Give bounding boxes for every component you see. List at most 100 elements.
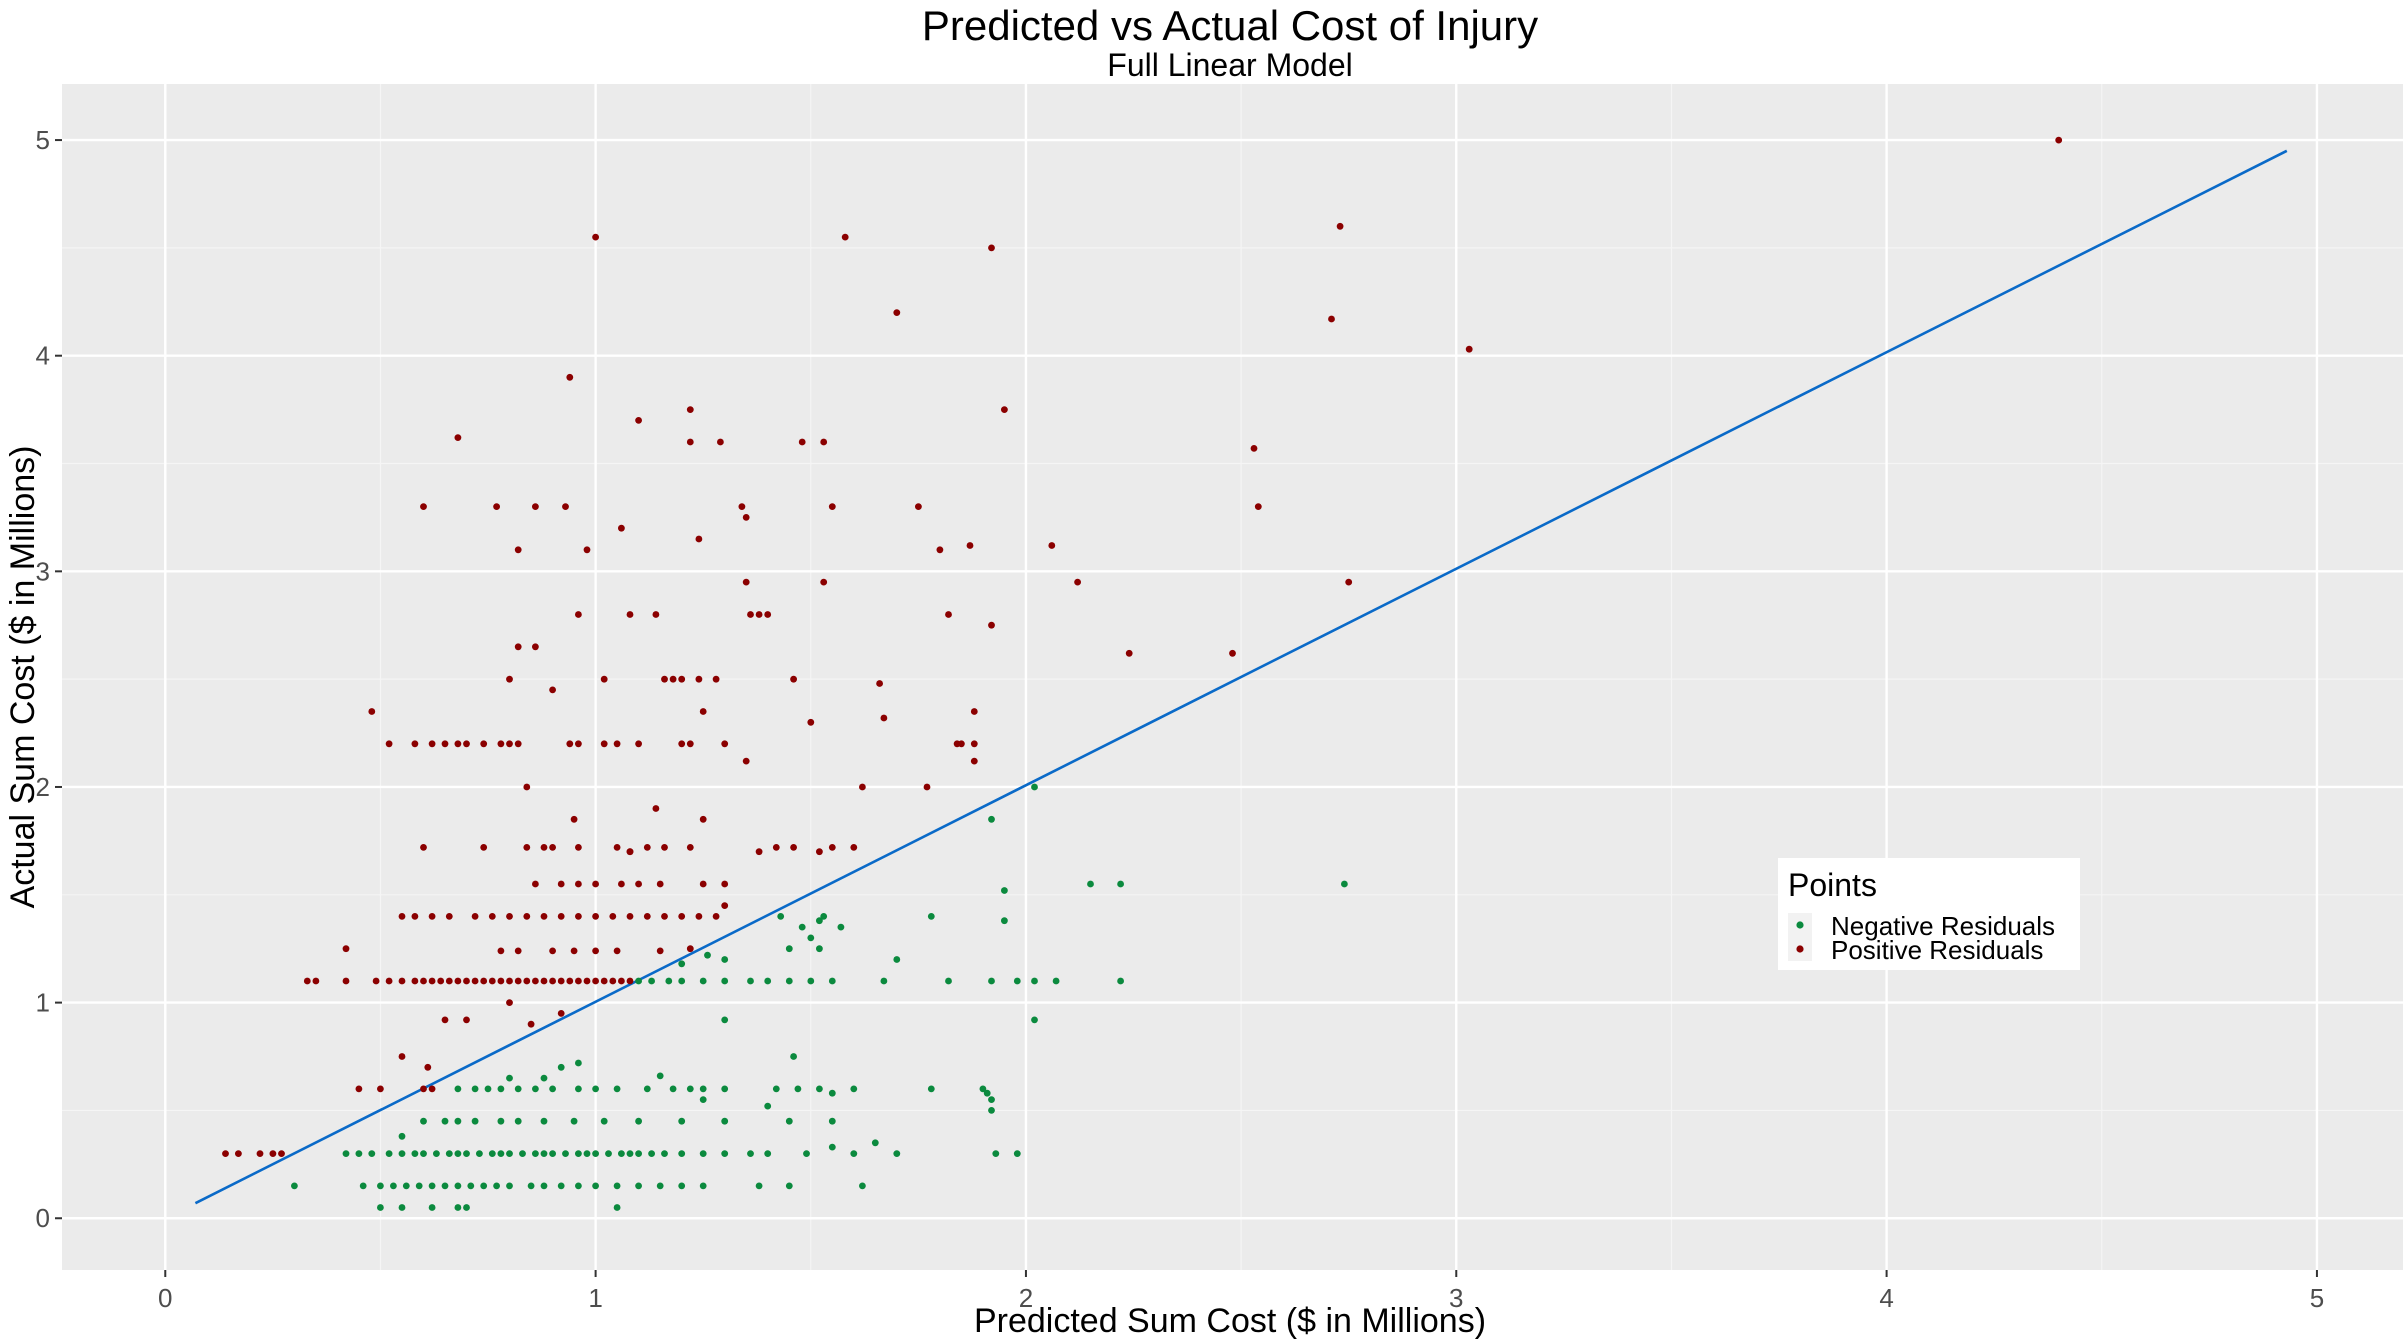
- negative-residual-point: [747, 1150, 754, 1157]
- negative-residual-point: [570, 1117, 578, 1125]
- negative-residual-point: [785, 945, 793, 953]
- positive-residual-point: [532, 977, 539, 985]
- positive-residual-point: [372, 977, 380, 985]
- legend-dot-positive: [1796, 945, 1804, 953]
- positive-residual-point: [678, 740, 686, 748]
- negative-residual-point: [635, 1117, 642, 1125]
- negative-residual-point: [402, 1182, 410, 1190]
- legend-dot-negative: [1796, 921, 1804, 929]
- positive-residual-point: [549, 844, 556, 851]
- y-axis-title: Actual Sum Cost ($ in Millions): [4, 446, 42, 909]
- legend-label-negative: Negative Residuals: [1831, 911, 2055, 941]
- positive-residual-point: [562, 503, 569, 510]
- negative-residual-point: [828, 1143, 836, 1151]
- negative-residual-point: [441, 1117, 449, 1125]
- positive-residual-point: [721, 740, 729, 748]
- positive-residual-point: [970, 757, 978, 765]
- positive-residual-point: [497, 947, 505, 955]
- positive-residual-point: [549, 686, 556, 694]
- positive-residual-point: [506, 675, 513, 683]
- positive-residual-point: [256, 1150, 264, 1157]
- positive-residual-point: [923, 783, 931, 791]
- positive-residual-point: [592, 947, 599, 955]
- positive-residual-point: [420, 977, 427, 985]
- negative-residual-point: [497, 1117, 505, 1125]
- negative-residual-point: [828, 1117, 836, 1125]
- negative-residual-point: [803, 1150, 810, 1157]
- positive-residual-point: [1125, 649, 1133, 657]
- negative-residual-point: [983, 1089, 991, 1097]
- negative-residual-point: [988, 1107, 995, 1114]
- positive-residual-point: [600, 675, 608, 683]
- positive-residual-point: [583, 546, 591, 554]
- negative-residual-point: [807, 934, 815, 942]
- negative-residual-point: [428, 1204, 436, 1211]
- positive-residual-point: [772, 844, 780, 851]
- positive-residual-point: [527, 1020, 535, 1028]
- positive-residual-point: [445, 977, 453, 985]
- negative-residual-point: [398, 1150, 406, 1157]
- negative-residual-point: [467, 1182, 475, 1190]
- negative-residual-point: [497, 1150, 505, 1157]
- negative-residual-point: [592, 1150, 599, 1157]
- positive-residual-point: [970, 740, 978, 748]
- legend-label-positive: Positive Residuals: [1831, 935, 2043, 965]
- positive-residual-point: [420, 503, 427, 510]
- positive-residual-point: [755, 848, 763, 856]
- negative-residual-point: [562, 1150, 569, 1157]
- negative-residual-point: [1031, 783, 1038, 791]
- positive-residual-point: [820, 438, 828, 446]
- positive-residual-point: [454, 977, 462, 985]
- positive-residual-point: [592, 233, 599, 241]
- positive-residual-point: [222, 1150, 229, 1157]
- negative-residual-point: [575, 1059, 582, 1067]
- positive-residual-point: [669, 675, 677, 683]
- negative-residual-point: [828, 977, 836, 985]
- negative-residual-point: [488, 1150, 496, 1157]
- negative-residual-point: [532, 1150, 539, 1157]
- negative-residual-point: [575, 1182, 582, 1190]
- positive-residual-point: [377, 1085, 384, 1093]
- negative-residual-point: [1013, 1150, 1021, 1157]
- positive-residual-point: [686, 740, 694, 748]
- negative-residual-point: [699, 1150, 707, 1157]
- negative-residual-point: [721, 1150, 729, 1157]
- plot-panel: [62, 84, 2403, 1270]
- positive-residual-point: [686, 945, 694, 953]
- positive-residual-point: [488, 977, 496, 985]
- positive-residual-point: [661, 844, 668, 851]
- positive-residual-point: [398, 913, 406, 920]
- negative-residual-point: [613, 1085, 621, 1093]
- negative-residual-point: [1031, 977, 1038, 985]
- legend-title: Points: [1788, 867, 1877, 903]
- negative-residual-point: [1031, 1016, 1038, 1024]
- negative-residual-point: [342, 1150, 350, 1157]
- negative-residual-point: [837, 923, 845, 931]
- positive-residual-point: [643, 913, 651, 920]
- negative-residual-point: [764, 1150, 772, 1157]
- positive-residual-point: [592, 913, 599, 920]
- negative-residual-point: [678, 1182, 686, 1190]
- positive-residual-point: [420, 1085, 427, 1093]
- positive-residual-point: [342, 945, 350, 953]
- positive-residual-point: [497, 977, 505, 985]
- x-tick-label: 3: [1449, 1283, 1463, 1313]
- positive-residual-point: [278, 1150, 285, 1157]
- negative-residual-point: [1052, 977, 1060, 985]
- positive-residual-point: [480, 977, 488, 985]
- positive-residual-point: [575, 844, 582, 851]
- negative-residual-point: [618, 1150, 625, 1157]
- positive-residual-point: [514, 546, 522, 554]
- negative-residual-point: [807, 977, 815, 985]
- positive-residual-point: [712, 913, 720, 920]
- positive-residual-point: [441, 1016, 449, 1024]
- positive-residual-point: [570, 947, 578, 955]
- x-tick-label: 5: [2310, 1283, 2324, 1313]
- negative-residual-point: [471, 1085, 479, 1093]
- negative-residual-point: [557, 1182, 565, 1190]
- positive-residual-point: [635, 417, 642, 424]
- negative-residual-point: [359, 1182, 367, 1190]
- negative-residual-point: [1087, 880, 1094, 888]
- positive-residual-point: [398, 1053, 406, 1060]
- positive-residual-point: [652, 611, 660, 618]
